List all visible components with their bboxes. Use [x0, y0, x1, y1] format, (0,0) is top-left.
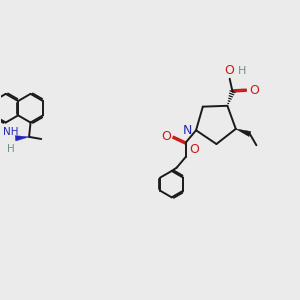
- Polygon shape: [236, 129, 251, 136]
- Text: O: O: [189, 143, 199, 156]
- Text: O: O: [161, 130, 171, 143]
- Text: N: N: [183, 124, 193, 137]
- Polygon shape: [15, 136, 29, 141]
- Text: NH: NH: [3, 127, 18, 136]
- Text: H: H: [7, 144, 14, 154]
- Text: H: H: [238, 66, 246, 76]
- Text: O: O: [225, 64, 235, 77]
- Text: O: O: [249, 84, 259, 98]
